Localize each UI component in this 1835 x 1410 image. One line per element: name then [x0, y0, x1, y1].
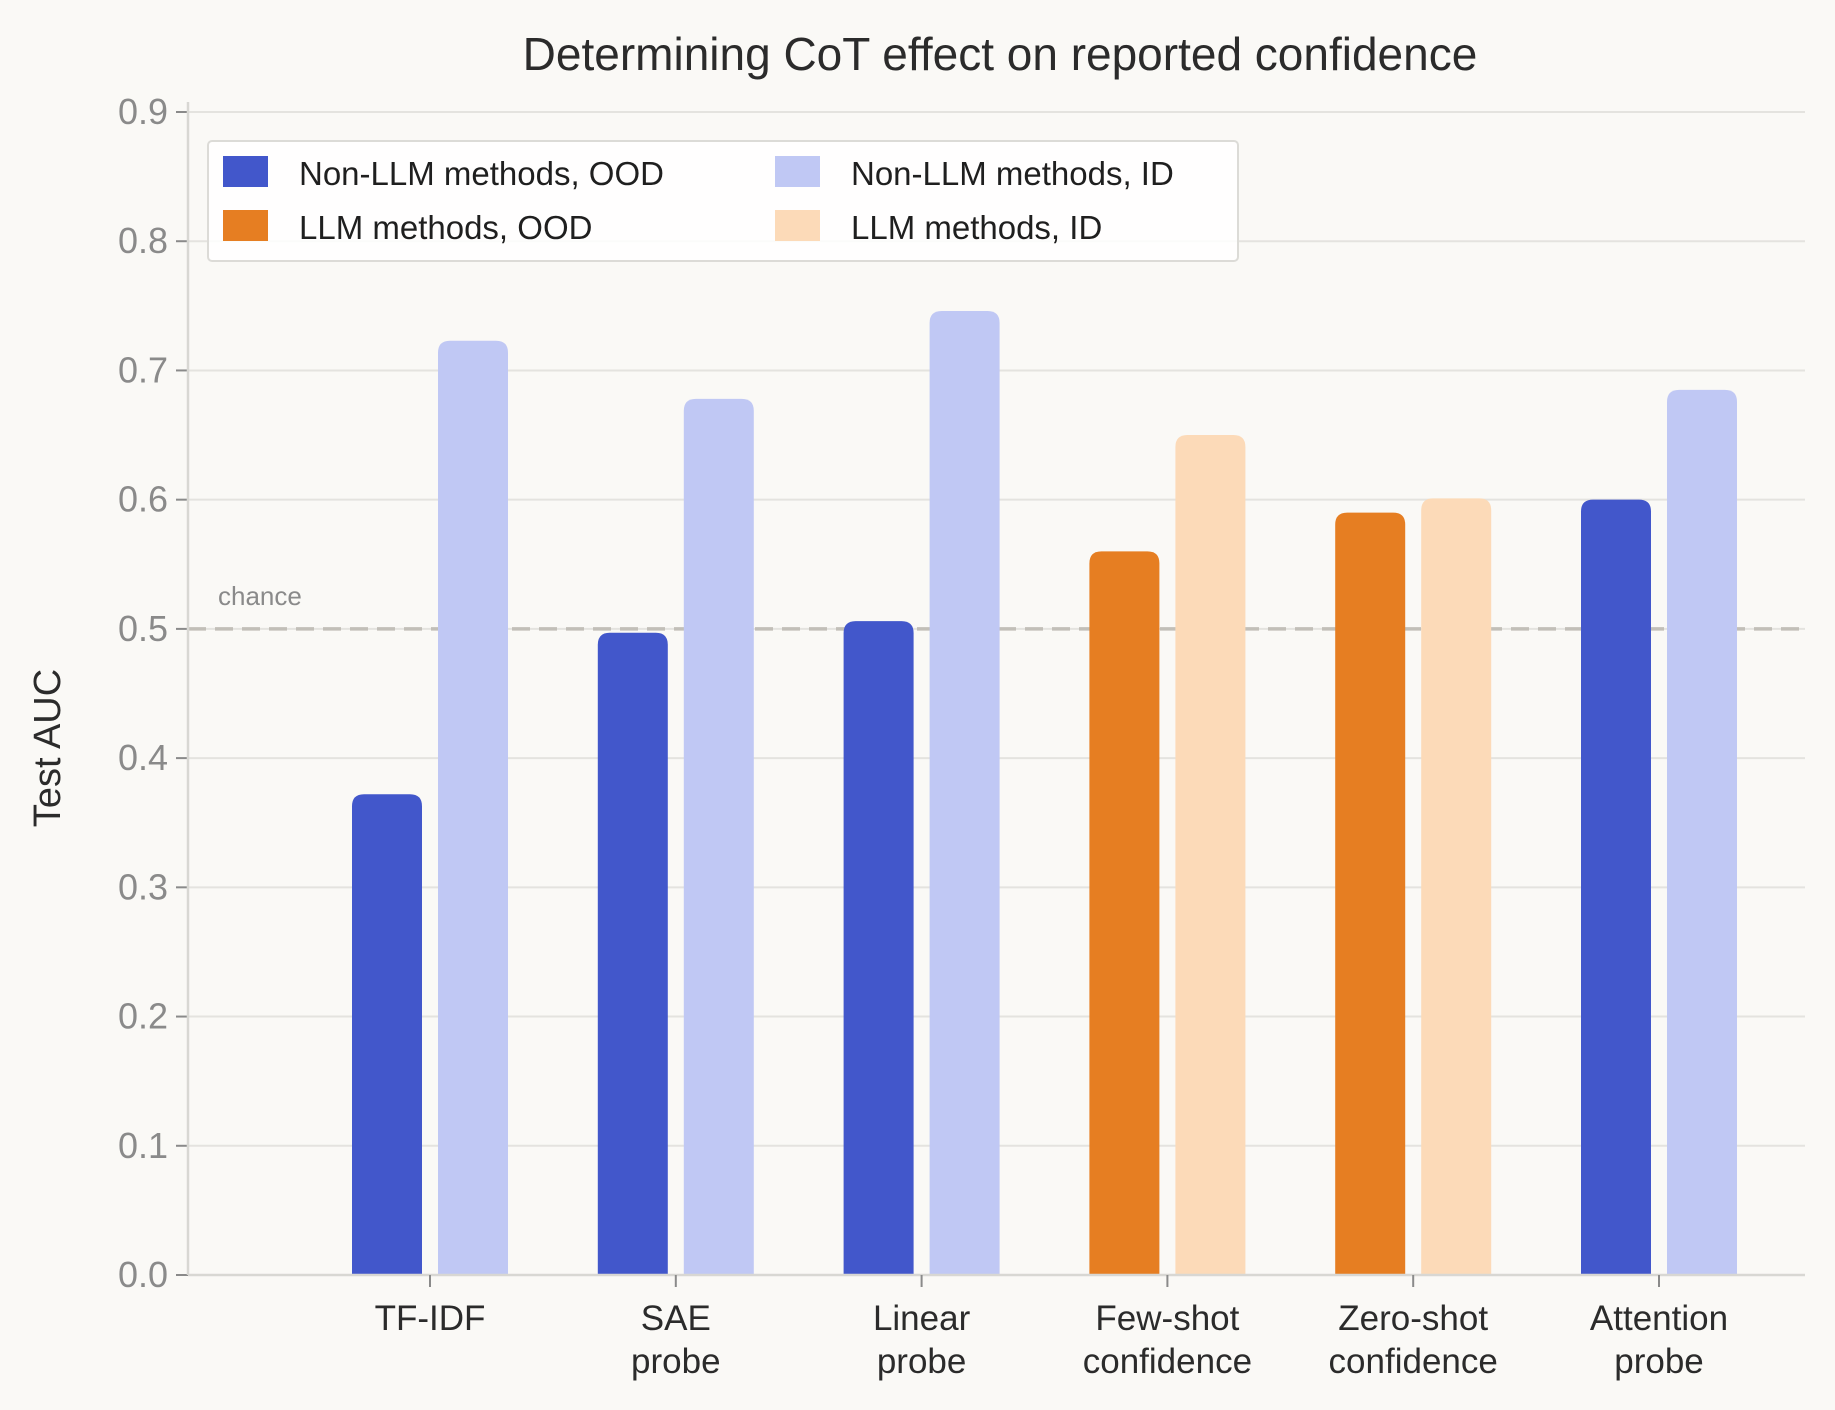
y-tick-label: 0.3: [118, 866, 168, 907]
chance-label: chance: [218, 581, 302, 611]
bar-ood-1: [597, 632, 668, 1275]
y-tick-label: 0.5: [118, 608, 168, 649]
chance-reference: chance: [188, 581, 1805, 631]
bar-ood-0: [352, 794, 422, 1275]
bar-id-2: [929, 311, 1000, 1276]
bar-id-1: [683, 398, 754, 1276]
y-tick-label: 0.8: [118, 220, 168, 261]
y-tick-label: 0.6: [118, 479, 168, 520]
legend-swatch: [223, 210, 268, 241]
bar-ood-4: [1335, 512, 1406, 1275]
legend-swatch: [223, 156, 268, 187]
legend-swatch: [775, 156, 820, 187]
bar-ood-2: [843, 621, 914, 1275]
legend-box: [207, 140, 1239, 262]
legend-label: Non-LLM methods, ID: [851, 155, 1174, 192]
y-tick-label: 0.0: [118, 1254, 168, 1295]
x-tick-label: Few-shot confidence: [1083, 1299, 1252, 1381]
y-tick-label: 0.9: [118, 91, 168, 132]
bar-id-3: [1175, 435, 1246, 1275]
x-tick-label: SAE probe: [631, 1299, 721, 1381]
legend-swatch: [775, 210, 820, 241]
bars: [352, 311, 1737, 1276]
bar-ood-5: [1581, 499, 1651, 1276]
chart-title: Determining CoT effect on reported confi…: [523, 28, 1478, 80]
x-tick-label: Attention probe: [1590, 1299, 1728, 1381]
y-tick-label: 0.2: [118, 996, 168, 1037]
y-axis-label: Test AUC: [27, 669, 69, 827]
legend-label: Non-LLM methods, OOD: [299, 155, 664, 192]
y-tick-label: 0.7: [118, 349, 168, 390]
legend-label: LLM methods, ID: [851, 209, 1102, 246]
bar-id-4: [1421, 498, 1492, 1275]
x-tick-label: Zero-shot confidence: [1329, 1299, 1498, 1381]
legend: Non-LLM methods, OOD LLM methods, OOD Non-…: [207, 140, 1239, 262]
bar-id-0: [438, 340, 508, 1275]
y-tick-label: 0.4: [118, 737, 168, 778]
legend-label: LLM methods, OOD: [299, 209, 592, 246]
y-tick-label: 0.1: [118, 1125, 168, 1166]
bar-id-5: [1667, 389, 1737, 1276]
x-tick-label: TF-IDF: [375, 1299, 486, 1338]
axes: 0.0 0.1 0.2 0.3 0.4 0.5 0.6 0.7 0.8 0.9 TF-IDF SAE p…: [118, 91, 1805, 1381]
x-tick-label: Linear probe: [873, 1299, 971, 1381]
bar-ood-3: [1089, 551, 1160, 1275]
